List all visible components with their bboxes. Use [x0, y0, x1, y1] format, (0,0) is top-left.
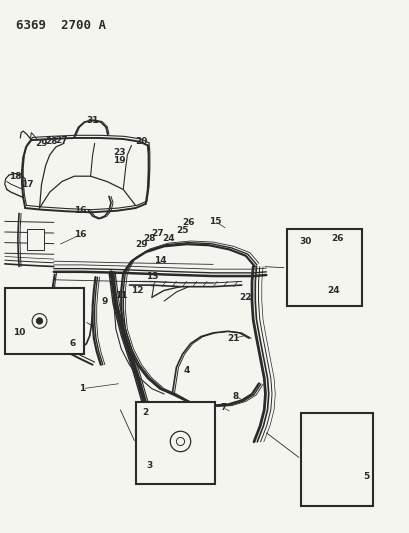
Text: 4: 4 [183, 366, 189, 375]
Text: 24: 24 [327, 286, 339, 295]
Text: 21: 21 [227, 334, 239, 343]
Bar [135, 402, 215, 484]
Text: 14: 14 [153, 256, 166, 264]
Text: 10: 10 [13, 328, 25, 337]
Text: 17: 17 [21, 180, 34, 189]
Text: 23: 23 [112, 148, 125, 157]
Bar [300, 413, 372, 505]
Text: 29: 29 [135, 240, 148, 249]
Text: 27: 27 [55, 136, 67, 145]
Text: 31: 31 [86, 116, 99, 125]
Text: 2: 2 [142, 408, 148, 417]
Text: 28: 28 [143, 235, 156, 244]
Text: 27: 27 [151, 229, 164, 238]
Text: 22: 22 [239, 293, 252, 302]
Text: 30: 30 [298, 237, 310, 246]
Text: 11: 11 [115, 291, 127, 300]
Text: 16: 16 [74, 206, 86, 215]
Text: 12: 12 [131, 286, 144, 295]
Text: 7: 7 [220, 403, 226, 412]
Text: 9: 9 [101, 296, 108, 305]
Text: 20: 20 [135, 137, 148, 146]
Text: 29: 29 [35, 139, 48, 148]
Text: 6: 6 [69, 339, 75, 348]
Text: 5: 5 [362, 472, 369, 481]
Text: 26: 26 [182, 219, 194, 228]
Text: 6369  2700 A: 6369 2700 A [16, 19, 106, 32]
Text: 24: 24 [162, 235, 174, 244]
Text: 8: 8 [232, 392, 238, 401]
Text: 26: 26 [331, 234, 343, 243]
Bar [286, 229, 362, 306]
Text: 19: 19 [112, 156, 125, 165]
Text: 28: 28 [45, 137, 58, 146]
FancyBboxPatch shape [27, 229, 43, 249]
Bar [5, 288, 84, 354]
Text: 18: 18 [9, 172, 21, 181]
Text: 1: 1 [79, 384, 85, 393]
Circle shape [36, 318, 43, 324]
Text: 15: 15 [209, 217, 221, 226]
Text: 3: 3 [146, 461, 153, 470]
Text: 16: 16 [74, 230, 86, 239]
Text: 13: 13 [145, 271, 158, 280]
Text: 25: 25 [176, 226, 188, 235]
